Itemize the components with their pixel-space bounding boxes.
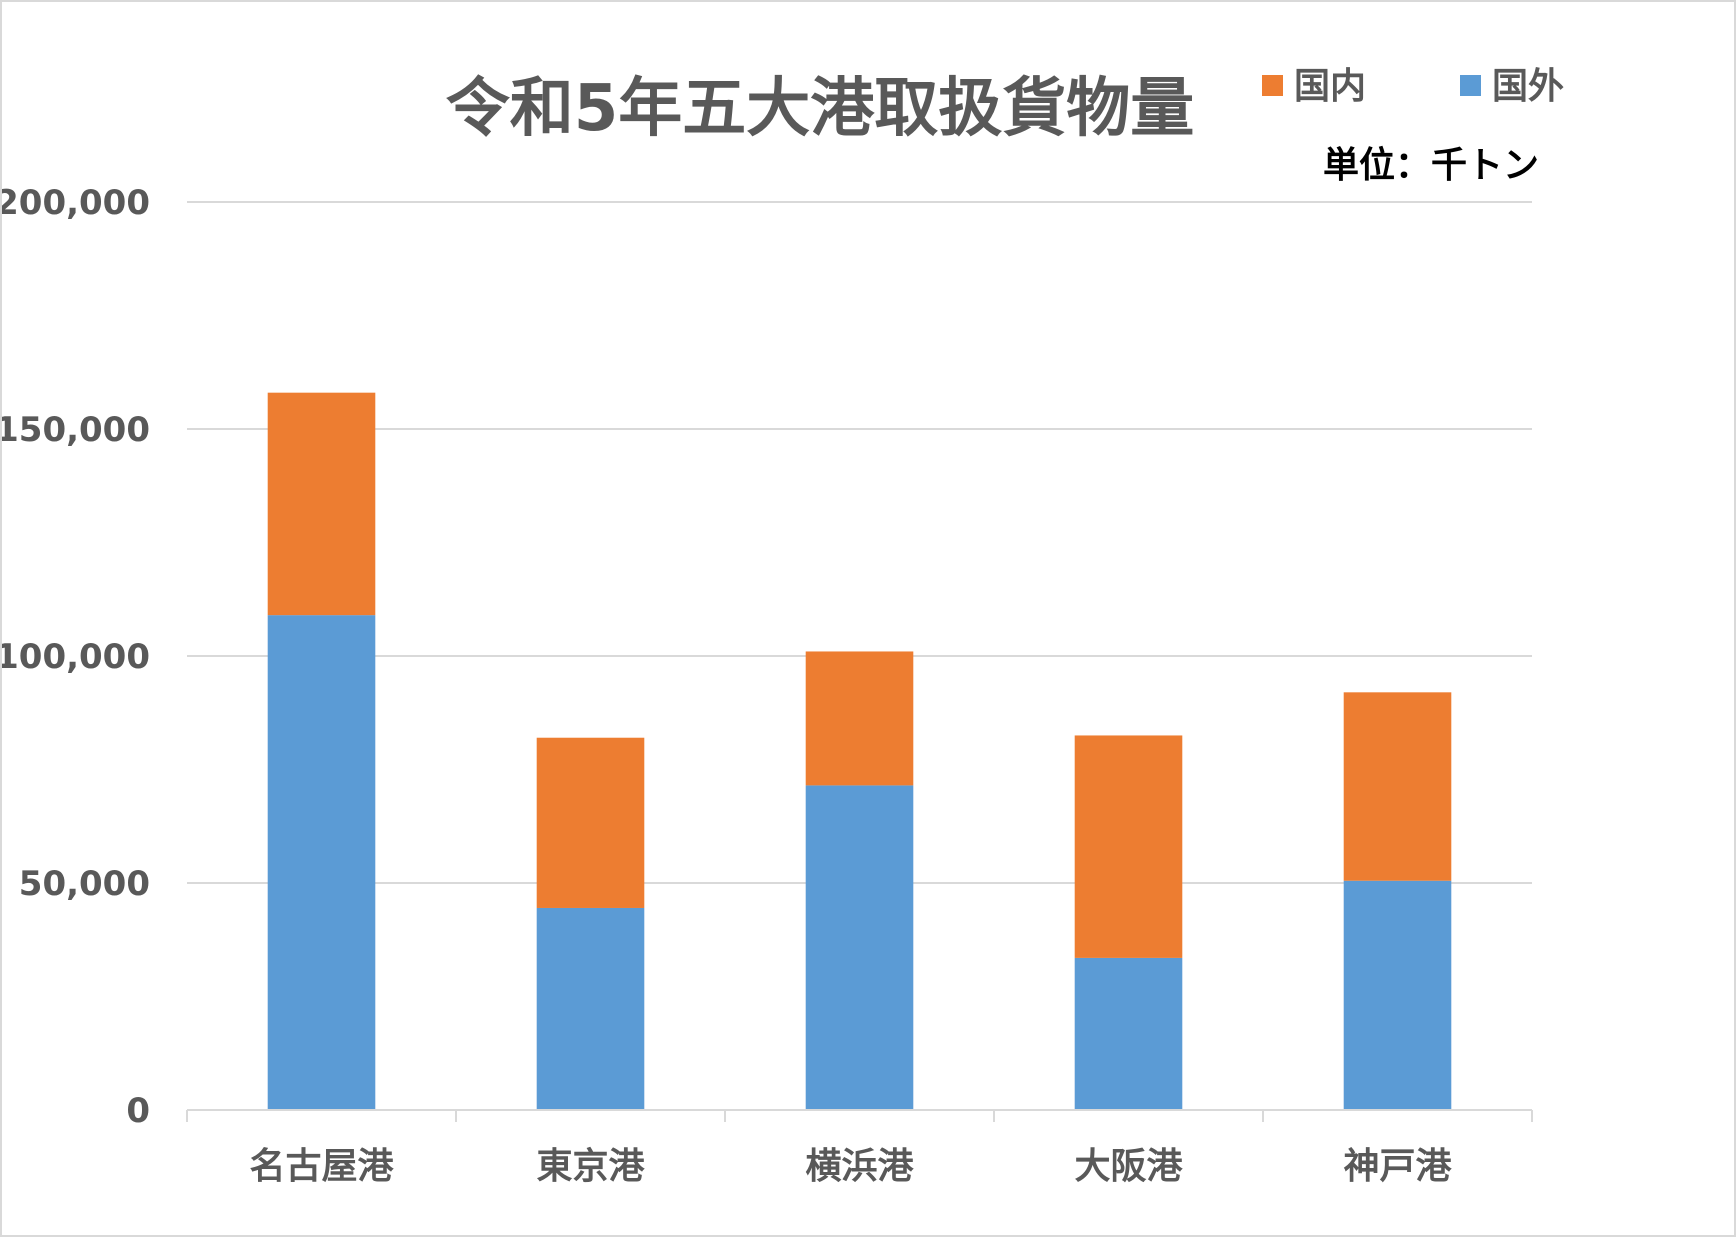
bar-domestic-0 (267, 392, 376, 616)
bar-foreign-0 (267, 615, 376, 1110)
bars (267, 392, 1452, 1110)
bar-foreign-4 (1343, 880, 1452, 1110)
bar-domestic-1 (536, 737, 645, 908)
x-tick-label: 大阪港 (1074, 1146, 1183, 1187)
legend-label-foreign: 国外 (1492, 66, 1564, 107)
bar-foreign-2 (805, 785, 914, 1110)
axes: 0 50,000 100,000 150,000 200,000 名古屋港 東京港 横浜港 大阪… (0, 183, 1533, 1187)
y-tick-label: 0 (126, 1091, 150, 1131)
legend: 国内 国外 (1262, 66, 1564, 107)
legend-label-domestic: 国内 (1294, 66, 1366, 107)
x-tick-label: 横浜港 (805, 1146, 914, 1187)
y-tick-label: 150,000 (2, 410, 150, 450)
y-tick-label: 100,000 (2, 637, 150, 677)
y-tick-label: 50,000 (19, 864, 150, 904)
x-tick-label: 名古屋港 (249, 1146, 394, 1187)
bar-foreign-1 (536, 907, 645, 1110)
unit-label: 単位：千トン (1323, 145, 1539, 186)
bar-domestic-4 (1343, 692, 1452, 881)
bar-domestic-3 (1074, 735, 1183, 958)
bar-foreign-3 (1074, 957, 1183, 1110)
x-tick-label: 神戸港 (1343, 1146, 1452, 1187)
bar-domestic-2 (805, 651, 914, 786)
chart-title: 令和5年五大港取扱貨物量 (446, 72, 1195, 146)
x-tick-label: 東京港 (536, 1145, 645, 1187)
legend-swatch-domestic (1262, 75, 1283, 96)
legend-swatch-foreign (1460, 75, 1481, 96)
y-tick-label: 200,000 (2, 183, 150, 223)
